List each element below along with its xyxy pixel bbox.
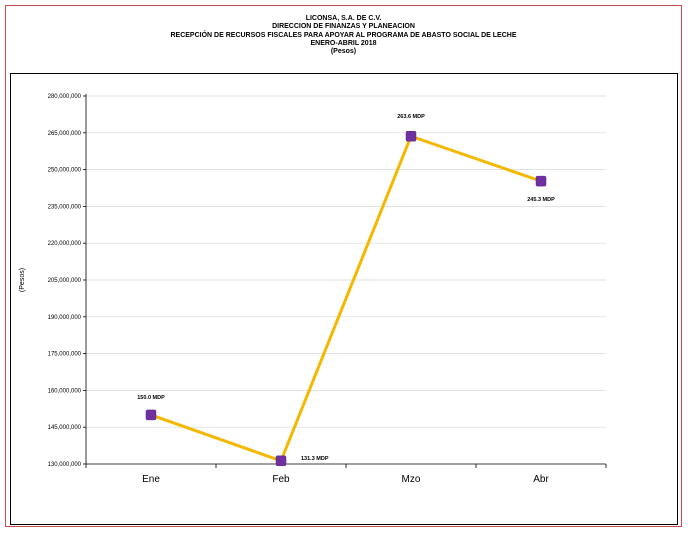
data-label: 150.0 MDP (137, 395, 165, 401)
x-tick-label: Ene (142, 474, 160, 485)
data-point (405, 130, 417, 142)
x-tick-label: Feb (272, 474, 290, 485)
y-axis-label: (Pesos) (19, 268, 26, 292)
chart-header: LICONSA, S.A. DE C.V. DIRECCION DE FINAN… (6, 15, 681, 56)
plot-frame (10, 73, 678, 525)
chart-frame: LICONSA, S.A. DE C.V. DIRECCION DE FINAN… (5, 5, 682, 527)
x-tick-label: Abr (533, 474, 549, 485)
y-tick-label: 130,000,000 (48, 462, 82, 468)
y-tick-label: 160,000,000 (48, 388, 82, 394)
chart-title: RECEPCIÓN DE RECURSOS FISCALES PARA APOY… (170, 31, 517, 39)
department-name: DIRECCION DE FINANZAS Y PLANEACION (272, 23, 415, 31)
y-tick-label: 235,000,000 (48, 204, 82, 210)
y-tick-label: 175,000,000 (48, 352, 82, 358)
y-tick-label: 220,000,000 (48, 241, 82, 247)
data-point (535, 175, 547, 187)
y-tick-label: 145,000,000 (48, 425, 82, 431)
units-label: (Pesos) (330, 48, 357, 56)
data-label: 263.6 MDP (397, 114, 425, 120)
data-label: 131.3 MDP (301, 456, 329, 462)
y-tick-label: 265,000,000 (48, 131, 82, 137)
y-tick-label: 280,000,000 (48, 94, 82, 100)
y-tick-label: 250,000,000 (48, 168, 82, 174)
data-label: 245.3 MDP (527, 197, 555, 203)
series-line (150, 134, 542, 463)
company-name: LICONSA, S.A. DE C.V. (305, 15, 382, 22)
x-tick-label: Mzo (402, 474, 421, 485)
period-label: ENERO-ABRIL 2018 (310, 39, 377, 47)
data-point (275, 455, 287, 467)
y-tick-label: 190,000,000 (48, 315, 82, 321)
y-tick-label: 205,000,000 (48, 278, 82, 284)
data-point (145, 409, 157, 421)
